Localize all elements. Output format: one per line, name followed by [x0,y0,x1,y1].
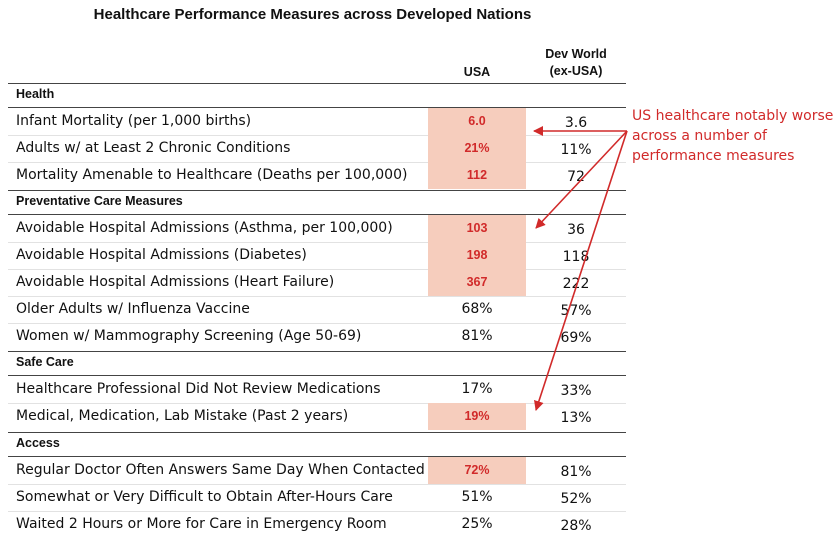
measure-label: Waited 2 Hours or More for Care in Emerg… [16,516,387,532]
dev-world-value: 11% [560,142,592,158]
usa-value: 112 [428,162,526,189]
usa-value: 68% [461,301,493,317]
section-top-rule [8,190,626,191]
measure-label: Infant Mortality (per 1,000 births) [16,113,252,129]
dev-world-value: 28% [560,518,592,534]
row-divider [8,484,626,485]
usa-value: 51% [461,489,493,505]
usa-value: 17% [461,381,493,397]
dev-world-value: 13% [560,410,592,426]
row-divider [8,403,626,404]
measure-label: Regular Doctor Often Answers Same Day Wh… [16,462,425,478]
column-header-usa: USA [463,65,491,79]
measure-label: Avoidable Hospital Admissions (Heart Fai… [16,274,335,290]
usa-value: 25% [461,516,493,532]
dev-world-value: 118 [562,249,590,265]
dev-world-value: 57% [560,303,592,319]
measure-label: Somewhat or Very Difficult to Obtain Aft… [16,489,393,505]
section-heading: Safe Care [16,355,74,369]
column-header-dev-line2: (ex-USA) [549,64,603,78]
row-divider [8,511,626,512]
measure-label: Avoidable Hospital Admissions (Asthma, p… [16,220,393,236]
measure-label: Adults w/ at Least 2 Chronic Conditions [16,140,291,156]
dev-world-value: 81% [560,464,592,480]
annotation-line2: across a number of [632,128,767,144]
row-divider [8,296,626,297]
column-header-dev-line1: Dev World [545,47,607,61]
dev-world-value: 222 [562,276,590,292]
dev-world-value: 3.6 [564,115,588,131]
row-divider [8,162,626,163]
annotation-line1: US healthcare notably worse [632,108,834,124]
measure-label: Avoidable Hospital Admissions (Diabetes) [16,247,307,263]
column-header-dev-world: Dev World (ex-USA) [527,46,625,80]
section-top-rule [8,351,626,352]
section-heading: Access [16,436,60,450]
dev-world-value: 36 [567,222,585,238]
usa-value: 6.0 [428,108,526,135]
row-divider [8,269,626,270]
arrow-to-medical-mistake [534,130,628,411]
usa-value: 198 [428,242,526,269]
arrow-to-avoidable-admissions [535,130,628,229]
usa-value: 72% [428,457,526,484]
section-top-rule [8,83,626,84]
usa-value: 21% [428,135,526,162]
page-title: Healthcare Performance Measures across D… [93,6,532,23]
section-bottom-rule [8,214,626,215]
row-divider [8,135,626,136]
section-heading: Preventative Care Measures [16,194,183,208]
section-heading: Health [16,87,55,101]
section-bottom-rule [8,107,626,108]
row-divider [8,323,626,324]
section-top-rule [8,432,626,433]
usa-value: 367 [428,269,526,296]
measure-label: Medical, Medication, Lab Mistake (Past 2… [16,408,349,424]
dev-world-value: 69% [560,330,592,346]
annotation-line3: performance measures [632,148,795,164]
usa-value: 81% [461,328,493,344]
dev-world-value: 52% [560,491,592,507]
measure-label: Women w/ Mammography Screening (Age 50-6… [16,328,362,344]
measure-label: Healthcare Professional Did Not Review M… [16,381,381,397]
section-bottom-rule [8,456,626,457]
measure-label: Mortality Amenable to Healthcare (Deaths… [16,167,408,183]
measure-label: Older Adults w/ Influenza Vaccine [16,301,250,317]
dev-world-value: 33% [560,383,592,399]
row-divider [8,242,626,243]
annotation-callout: US healthcare notably worse across a num… [632,106,840,166]
section-bottom-rule [8,375,626,376]
usa-value: 19% [428,403,526,430]
usa-value: 103 [428,215,526,242]
